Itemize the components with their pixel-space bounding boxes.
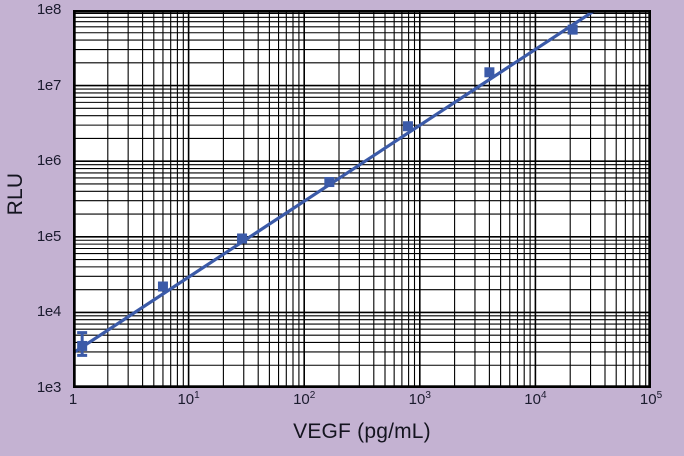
y-tick-label: 1e7 — [36, 76, 61, 94]
data-point — [402, 121, 413, 132]
data-point — [237, 233, 248, 244]
x-tick-label: 105 — [639, 390, 663, 409]
minor-gridlines — [73, 10, 651, 388]
x-tick-label: 1 — [68, 391, 78, 408]
x-tick-label: 104 — [524, 390, 547, 409]
y-axis-title: RLU — [4, 172, 27, 216]
data-point — [324, 177, 335, 188]
y-tick-label: 1e3 — [36, 379, 61, 396]
data-points — [77, 24, 578, 351]
y-tick-label: 1e5 — [36, 227, 61, 245]
y-tick-label: 1e4 — [36, 303, 61, 321]
x-tick-label: 103 — [408, 390, 431, 409]
data-point — [567, 24, 578, 35]
plot-svg — [73, 10, 651, 388]
x-axis-title: VEGF (pg/mL) — [293, 420, 431, 443]
plot-area — [73, 10, 651, 388]
x-tick-label: 101 — [177, 390, 200, 409]
plot-border — [73, 10, 651, 388]
y-tick-label: 1e8 — [36, 1, 61, 18]
data-point — [157, 281, 168, 292]
data-point — [77, 340, 88, 351]
y-tick-label: 1e6 — [36, 152, 61, 170]
data-point — [484, 67, 495, 78]
major-gridlines — [73, 10, 651, 388]
x-tick-label: 102 — [293, 390, 316, 409]
